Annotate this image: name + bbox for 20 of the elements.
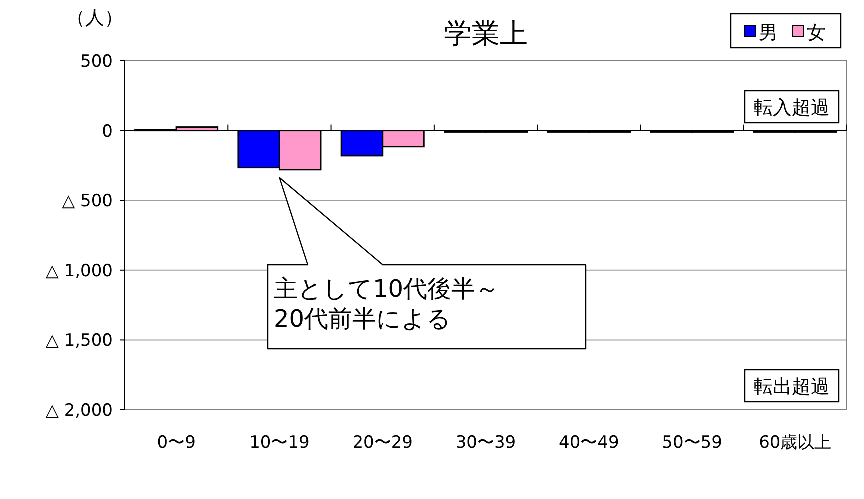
annotation: 転出超過 xyxy=(754,376,830,398)
x-tick-label: 0〜9 xyxy=(157,433,196,453)
x-tick-label: 20〜29 xyxy=(352,433,413,453)
legend-label: 女 xyxy=(807,22,826,44)
x-tick-label: 60歳以上 xyxy=(759,433,832,453)
x-tick-label: 10〜19 xyxy=(250,433,310,453)
y-tick-label: △ 1,500 xyxy=(46,331,113,352)
annotation: 転入超過 xyxy=(754,97,830,119)
x-tick-label: 40〜49 xyxy=(559,433,620,453)
y-axis-title: （人） xyxy=(66,7,124,29)
y-tick-label: 500 xyxy=(80,52,113,72)
y-tick-label: △ 500 xyxy=(62,192,113,212)
annotation: 主として10代後半～ 20代前半による xyxy=(274,275,500,333)
y-tick-label: 0 xyxy=(102,122,113,142)
y-tick-label: △ 1,000 xyxy=(46,261,113,282)
legend-label: 男 xyxy=(759,22,778,44)
x-tick-label: 50〜59 xyxy=(662,433,722,453)
chart-title: 学業上 xyxy=(444,17,528,50)
y-tick-label: △ 2,000 xyxy=(46,401,113,421)
x-tick-label: 30〜39 xyxy=(456,433,516,453)
